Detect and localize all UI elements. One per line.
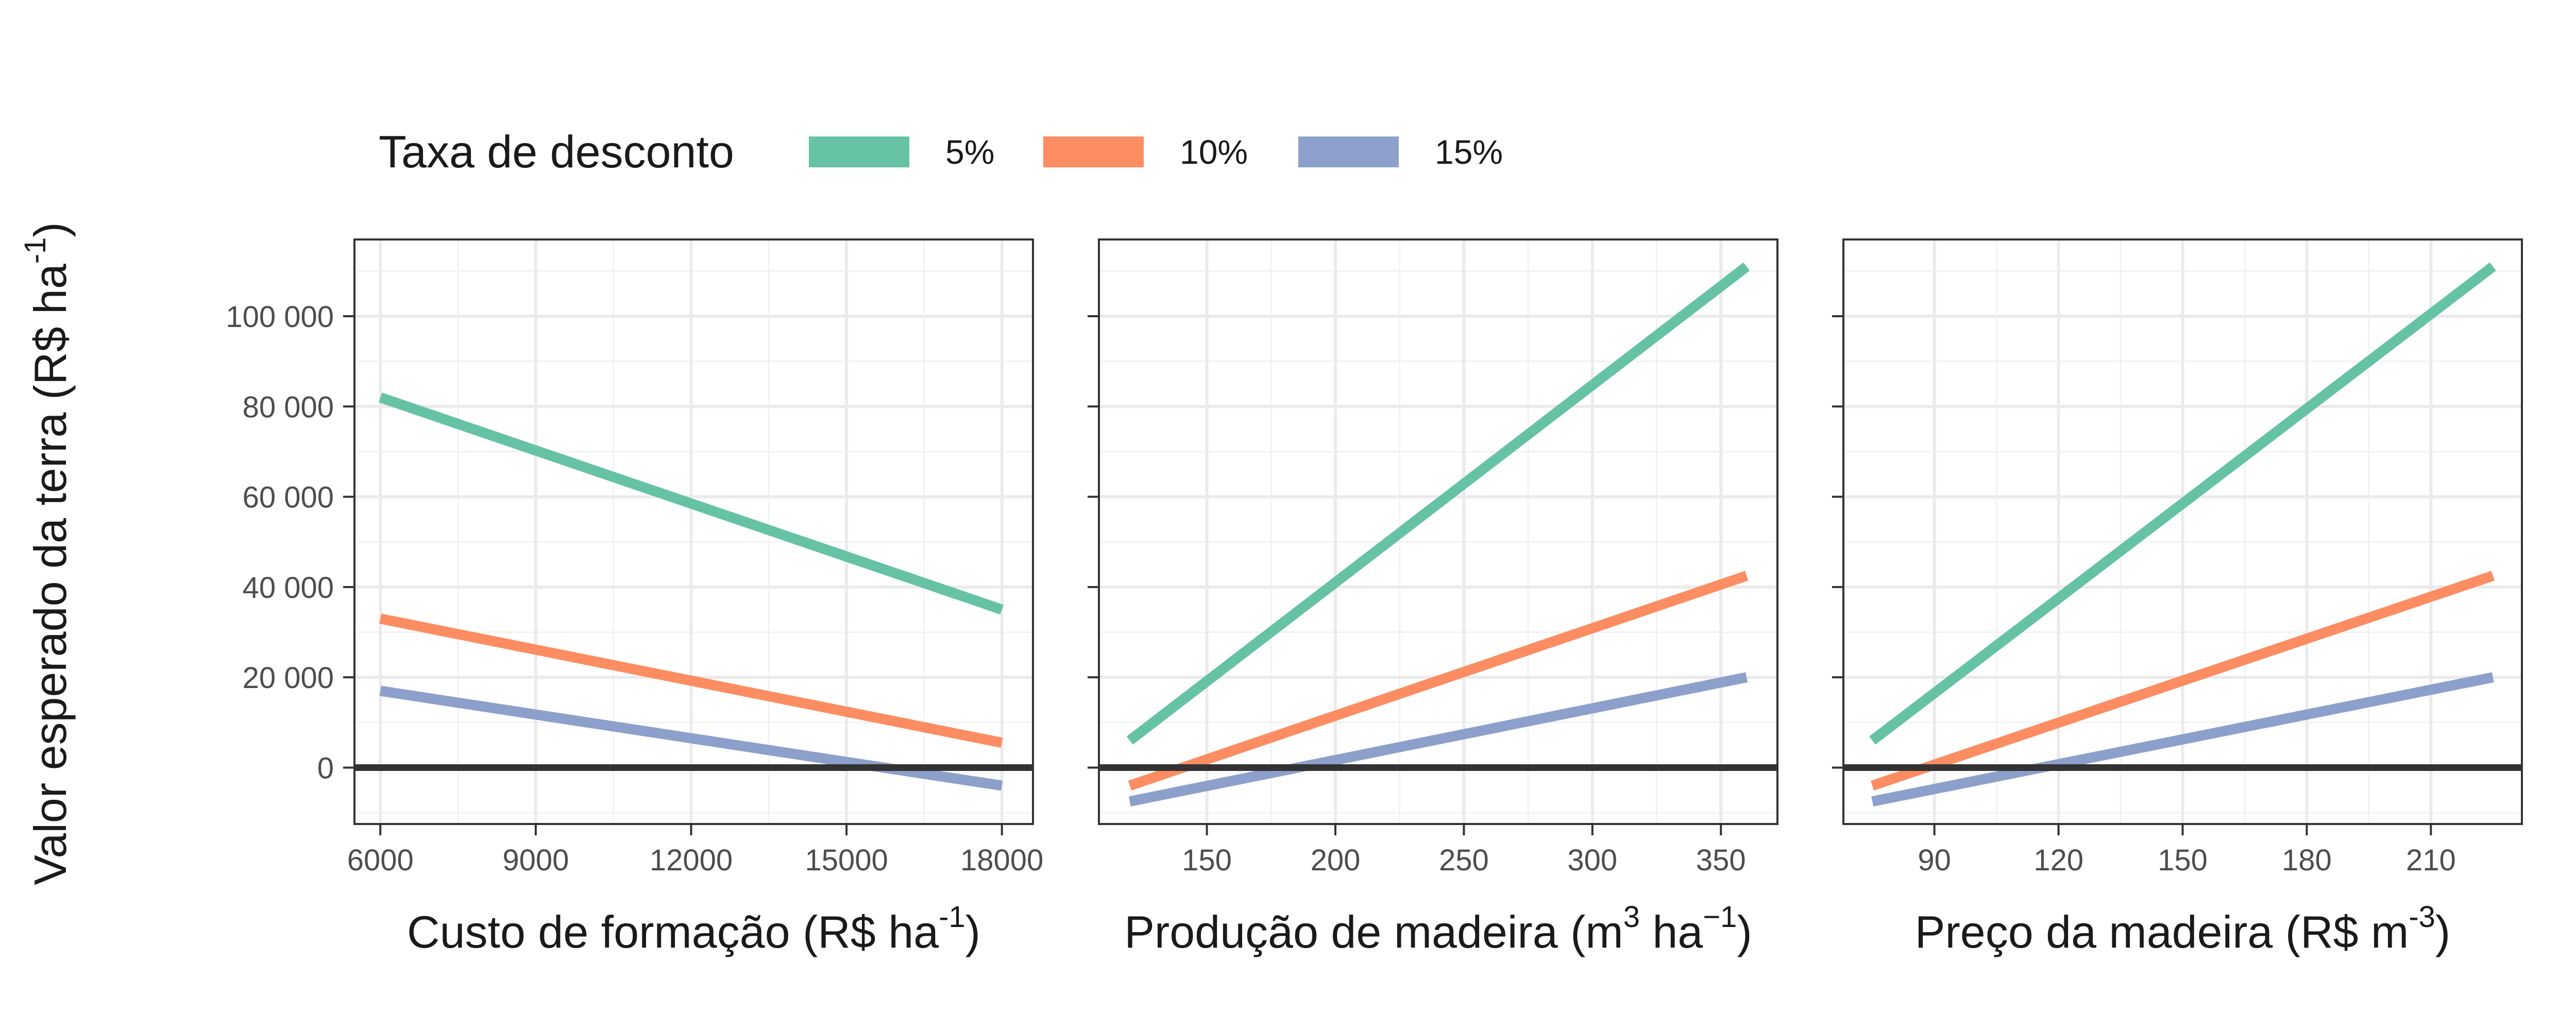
x-tick-label: 200 xyxy=(1311,844,1361,877)
x-axis-title: Produção de madeira (m3 ha−1) xyxy=(1124,900,1752,957)
x-axis-title-part: Custo de formação (R$ ha xyxy=(407,906,939,957)
x-tick-label: 150 xyxy=(2158,844,2208,877)
x-axis-title: Custo de formação (R$ ha-1) xyxy=(407,900,980,957)
x-axis-title-part: −1 xyxy=(1703,900,1737,934)
x-axis-title-part: Produção de madeira (m xyxy=(1124,906,1623,957)
panel-border xyxy=(353,238,1034,825)
y-tick-label: 0 xyxy=(317,751,334,785)
x-axis-title-part: Preço da madeira (R$ m xyxy=(1915,906,2409,957)
legend-key-1 xyxy=(809,136,909,167)
x-tick-label: 12000 xyxy=(650,844,733,877)
legend-key-3 xyxy=(1298,136,1399,167)
y-axis-title-close: ) xyxy=(25,222,76,237)
series-line-10pct xyxy=(1871,571,2495,791)
y-axis-title-main: Valor esperado da terra (R$ ha xyxy=(25,264,76,885)
y-tick-label: 80 000 xyxy=(243,390,334,424)
y-tick-label: 40 000 xyxy=(243,571,334,605)
x-tick-label: 90 xyxy=(1918,844,1951,877)
panel-1: 6000 9000 12000 15000 18000 0 20 000 40 000 60 0… xyxy=(226,238,1043,957)
series-line-10pct xyxy=(379,613,1003,748)
x-axis-title-part: -1 xyxy=(939,900,965,934)
y-tick-label: 20 000 xyxy=(243,661,334,695)
y-tick-label: 60 000 xyxy=(243,481,334,514)
x-axis-title-part: 3 xyxy=(1623,900,1640,934)
series-line-15pct xyxy=(1128,672,1748,806)
x-axis-title-part: ha xyxy=(1640,906,1703,957)
series-line-5pct xyxy=(1126,262,1750,745)
x-axis-title-part: ) xyxy=(965,906,980,957)
series-line-5pct xyxy=(1869,262,2496,745)
legend-label-1: 5% xyxy=(945,133,994,171)
panel-background xyxy=(1099,239,1777,824)
x-tick-label: 180 xyxy=(2282,844,2332,877)
series-line-10pct xyxy=(1128,571,1749,791)
panel-2: 150 200 250 300 350 Produção de madeira (m3 h… xyxy=(1088,238,1778,957)
y-axis-title: Valor esperado da terra (R$ ha-1) xyxy=(19,222,76,885)
x-tick-label: 18000 xyxy=(960,844,1043,877)
y-tick-label: 100 000 xyxy=(226,300,334,334)
x-tick-label: 150 xyxy=(1182,844,1232,877)
legend-title: Taxa de desconto xyxy=(379,126,734,177)
x-axis-title-part: -3 xyxy=(2409,900,2435,934)
x-axis-title: Preço da madeira (R$ m-3) xyxy=(1915,900,2450,957)
legend-label-2: 10% xyxy=(1180,133,1248,171)
x-tick-label: 210 xyxy=(2406,844,2456,877)
panels: 6000 9000 12000 15000 18000 0 20 000 40 000 60 0… xyxy=(226,238,2523,957)
legend: Taxa de desconto 5% 10% 15% xyxy=(379,126,1503,177)
legend-key-2 xyxy=(1043,136,1144,167)
x-tick-label: 9000 xyxy=(502,844,569,877)
y-axis-title-sup: -1 xyxy=(19,237,52,264)
x-tick-label: 15000 xyxy=(805,844,888,877)
x-axis-title-part: ) xyxy=(1737,906,1752,957)
x-tick-label: 120 xyxy=(2033,844,2083,877)
series-line-15pct xyxy=(1871,672,2494,806)
panel-3: 90 120 150 180 210 Preço da madeira (R$ m-3) xyxy=(1832,238,2523,957)
x-tick-label: 6000 xyxy=(347,844,414,877)
x-axis-title-part: ) xyxy=(2435,906,2450,957)
x-tick-label: 350 xyxy=(1696,844,1746,877)
panel-border xyxy=(1098,238,1778,825)
x-tick-label: 250 xyxy=(1439,844,1489,877)
x-tick-label: 300 xyxy=(1567,844,1617,877)
series-line-5pct xyxy=(379,392,1004,615)
legend-label-3: 15% xyxy=(1435,133,1503,171)
